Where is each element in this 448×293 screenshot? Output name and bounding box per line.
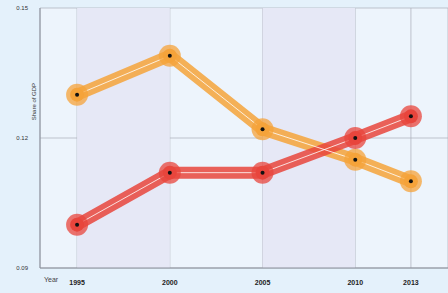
svg-text:2010: 2010 [347,279,363,286]
svg-text:0.15: 0.15 [16,5,28,11]
svg-text:2013: 2013 [403,279,419,286]
svg-text:Share of GDP: Share of GDP [31,83,37,120]
svg-text:0.09: 0.09 [16,265,28,271]
svg-text:2005: 2005 [255,279,271,286]
svg-text:Year: Year [44,276,59,283]
svg-text:1995: 1995 [69,279,85,286]
svg-text:0.12: 0.12 [16,135,28,141]
svg-text:2000: 2000 [162,279,178,286]
